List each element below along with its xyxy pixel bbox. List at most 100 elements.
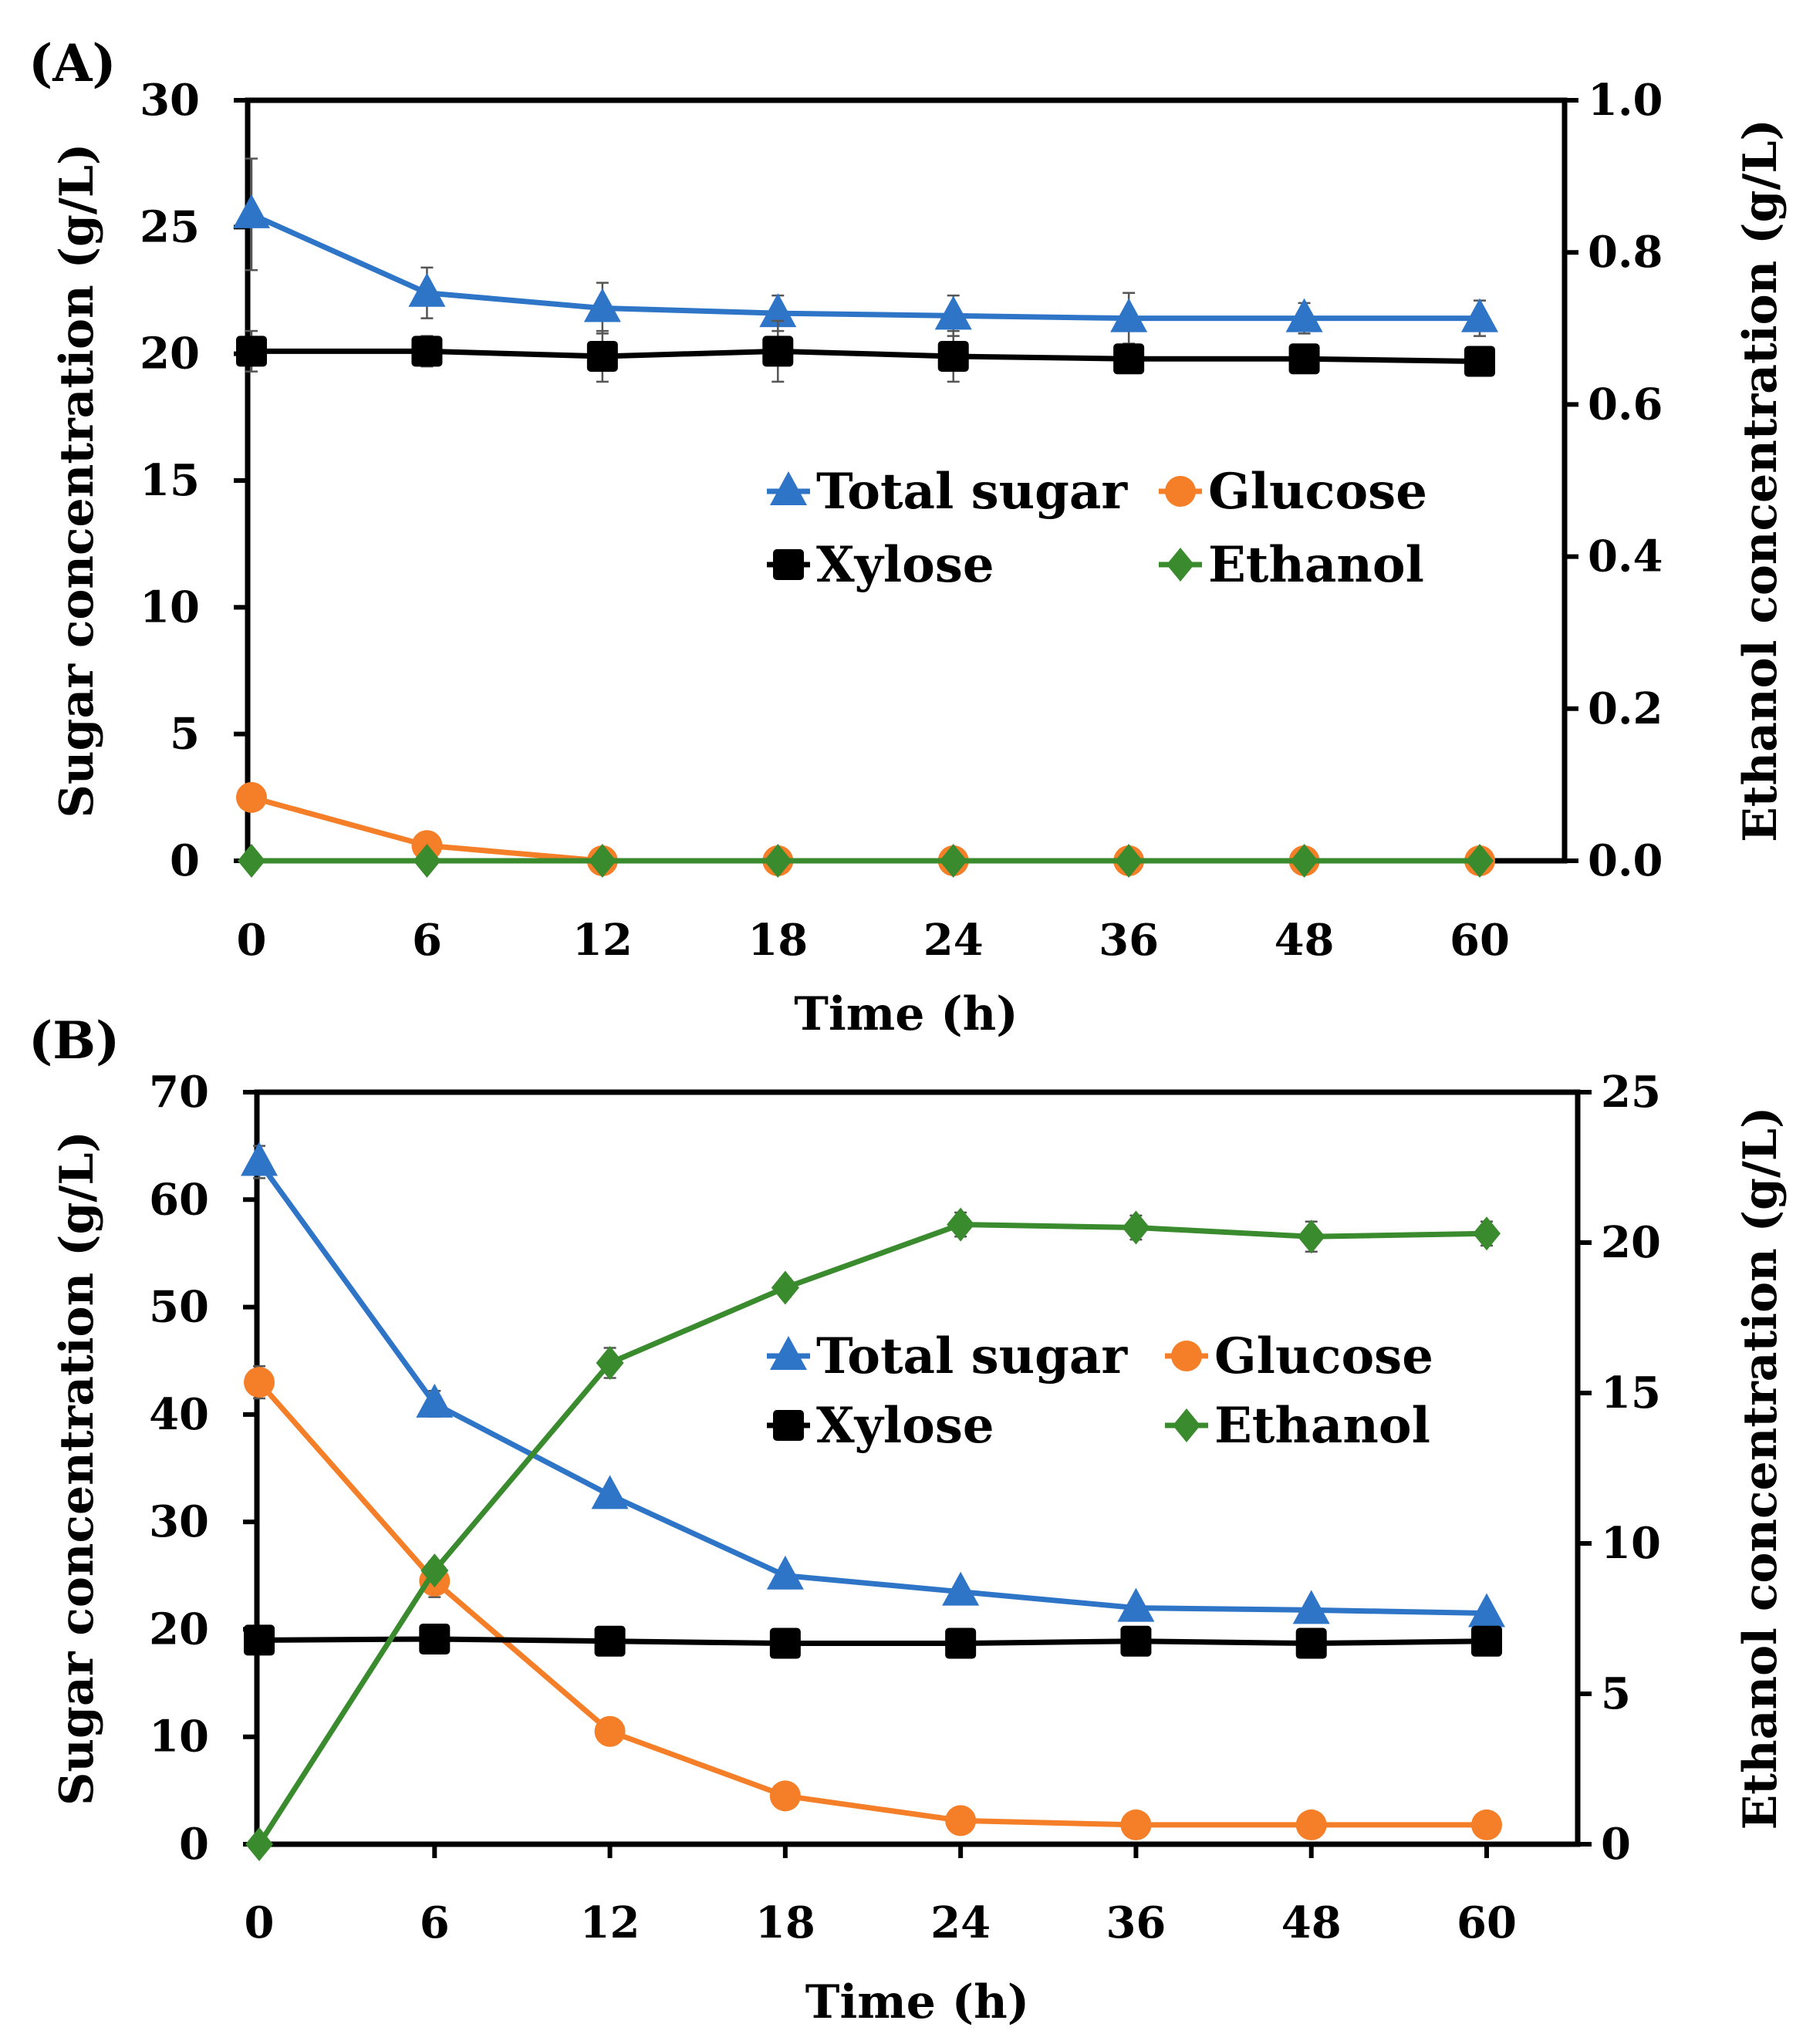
series-line (252, 348, 1480, 365)
y-tick-label: 15 (140, 455, 200, 506)
data-point (238, 844, 265, 878)
x-tick-label: 60 (1457, 1897, 1517, 1948)
x-tick-label: 6 (412, 915, 442, 966)
data-point (1285, 298, 1323, 332)
series-total-sugar (241, 1142, 1505, 1627)
y2-tick-label: 0.6 (1588, 379, 1663, 430)
legend-triangle-icon (770, 471, 807, 505)
series-line (257, 1160, 1487, 1617)
legend-square-icon (773, 549, 804, 580)
legend-item: Total sugar (767, 1327, 1128, 1385)
data-point (1461, 298, 1498, 332)
data-point (588, 844, 616, 878)
legend-item: Total sugar (767, 463, 1128, 521)
series-ethanol (245, 1207, 1501, 1861)
y2-tick-label: 5 (1601, 1668, 1631, 1719)
y2-tick-label: 0.0 (1588, 835, 1663, 886)
y-tick-label: 5 (170, 709, 200, 760)
x-tick-label: 48 (1275, 915, 1335, 966)
data-point (420, 1553, 449, 1588)
data-point (1466, 844, 1494, 878)
data-point (769, 1627, 801, 1659)
data-point (769, 1780, 801, 1812)
data-point (1292, 1590, 1330, 1624)
x-tick-label: 60 (1450, 915, 1510, 966)
legend-circle-icon (1165, 476, 1196, 507)
data-point (1115, 844, 1143, 878)
data-point (1297, 1219, 1325, 1254)
y-axis-label: Sugar concentration (g/L) (50, 143, 104, 818)
data-point (1117, 1587, 1155, 1622)
panel-a: (A) 0 5 10 15 20 25 30 0.0 0.2 0.4 0.6 0.8 1.0 0 6 12 18 2… (29, 33, 1788, 1041)
y2-tick-label: 25 (1601, 1067, 1661, 1118)
legend-label: Total sugar (816, 463, 1128, 521)
y2-tick-label: 15 (1601, 1368, 1661, 1418)
series-line (258, 1636, 1487, 1647)
legend-item: Xylose (767, 536, 994, 594)
y-tick-label: 0 (170, 835, 200, 886)
data-point (1471, 1809, 1502, 1840)
y-tick-label: 20 (140, 329, 200, 379)
data-point (1471, 1625, 1502, 1657)
data-point (942, 1571, 980, 1606)
x-tick-label: 0 (237, 915, 267, 966)
legend-label: Xylose (816, 536, 994, 594)
data-point (1295, 1627, 1327, 1659)
y-tick-label: 50 (149, 1282, 209, 1333)
data-point (411, 336, 443, 367)
x-tick-label: 36 (1099, 915, 1159, 966)
data-point (939, 844, 967, 878)
y-tick-label: 10 (140, 582, 200, 632)
legend-diamond-icon (1173, 1408, 1200, 1442)
legend-label: Ethanol (1208, 536, 1424, 594)
data-point (413, 844, 441, 878)
data-point (762, 336, 794, 367)
y2-tick-label: 10 (1601, 1518, 1661, 1569)
y2-axis-label: Ethanol concentration (g/L) (1734, 119, 1788, 842)
data-point (416, 1383, 454, 1418)
data-point (236, 336, 267, 367)
legend-item: Glucose (1165, 1327, 1433, 1385)
y-tick-label: 20 (149, 1604, 209, 1654)
data-point (596, 1346, 624, 1380)
data-point (766, 1555, 804, 1590)
data-point (233, 194, 270, 228)
legend-item: Glucose (1159, 463, 1427, 521)
x-tick-label: 48 (1281, 1897, 1342, 1948)
legend-label: Total sugar (816, 1327, 1128, 1385)
y2-axis-label: Ethanol concentration (g/L) (1734, 1107, 1788, 1830)
data-point (419, 1623, 451, 1654)
y2-tick-label: 0.8 (1588, 227, 1663, 278)
data-point (245, 1827, 273, 1861)
plot-frame (254, 1089, 1581, 1847)
y2-tick-label: 0 (1601, 1819, 1631, 1870)
data-point (1290, 844, 1318, 878)
data-point (241, 1142, 278, 1176)
data-point (1473, 1216, 1501, 1251)
data-point (1122, 1210, 1150, 1245)
data-point (244, 1367, 275, 1398)
data-point (937, 340, 969, 372)
panel-label: (B) (29, 1010, 120, 1071)
data-point (1295, 1809, 1327, 1840)
legend-label: Ethanol (1214, 1397, 1430, 1455)
data-point (945, 1627, 977, 1659)
y-tick-label: 10 (149, 1712, 209, 1762)
data-point (591, 1475, 629, 1509)
x-tick-label: 18 (755, 1897, 815, 1948)
legend-square-icon (773, 1410, 804, 1441)
data-point (1113, 343, 1145, 375)
x-tick-label: 12 (572, 915, 633, 966)
x-tick-label: 18 (748, 915, 808, 966)
data-point (236, 781, 267, 813)
series-xylose (236, 319, 1495, 383)
y2-tick-label: 0.2 (1588, 683, 1663, 734)
data-point (945, 1805, 977, 1837)
x-tick-label: 24 (923, 915, 984, 966)
data-point (759, 293, 797, 328)
x-axis-label: Time (h) (794, 987, 1018, 1041)
y2-tick-label: 0.4 (1588, 531, 1663, 582)
x-tick-label: 24 (930, 1897, 991, 1948)
x-tick-label: 36 (1106, 1897, 1166, 1948)
